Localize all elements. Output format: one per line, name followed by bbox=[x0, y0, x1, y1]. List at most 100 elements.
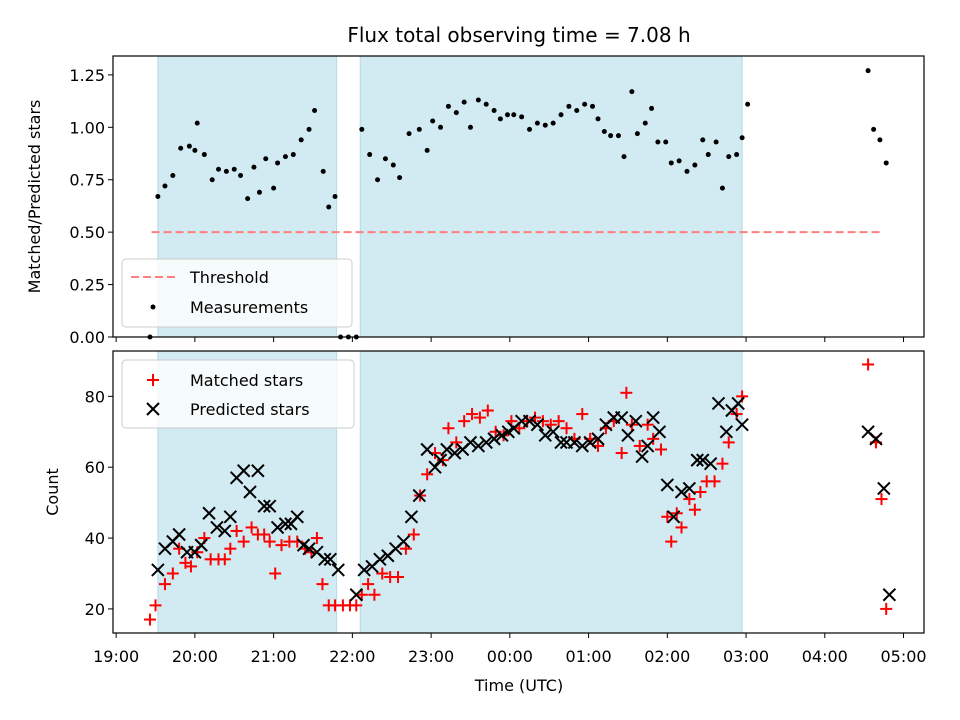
measurement-point bbox=[883, 160, 889, 166]
measurement-point bbox=[416, 126, 422, 132]
top-legend-box bbox=[121, 258, 353, 328]
bottom-y-tick-label: 20 bbox=[85, 600, 105, 619]
measurement-point bbox=[642, 120, 648, 126]
measurement-point bbox=[216, 166, 222, 172]
bottom-y-tick-label: 80 bbox=[85, 387, 105, 406]
bottom-y-tick-label: 60 bbox=[85, 458, 105, 477]
matched-star-point bbox=[688, 503, 701, 516]
predicted-star-point bbox=[635, 449, 649, 464]
predicted-star-point bbox=[703, 456, 718, 471]
top-y-tick-label: 1.00 bbox=[69, 118, 105, 137]
measurement-point bbox=[223, 168, 229, 174]
measurement-point bbox=[491, 108, 497, 114]
matched-star-point bbox=[675, 521, 688, 534]
measurement-point bbox=[527, 126, 533, 132]
predicted-star-point bbox=[420, 442, 434, 457]
measurement-point bbox=[615, 133, 621, 139]
measurement-point bbox=[739, 135, 745, 141]
predicted-star-point bbox=[396, 534, 411, 549]
predicted-star-point bbox=[471, 439, 486, 453]
matched-star-point bbox=[683, 493, 696, 506]
predicted-star-point bbox=[236, 464, 251, 478]
matched-legend-label: Matched stars bbox=[190, 371, 303, 390]
matched-star-point bbox=[665, 535, 678, 548]
predicted-star-point bbox=[877, 481, 891, 496]
measurements-legend-marker bbox=[150, 304, 156, 310]
matched-star-point bbox=[230, 524, 243, 537]
matched-star-point bbox=[184, 560, 197, 573]
predicted-star-point bbox=[373, 552, 387, 567]
matched-star-point bbox=[362, 578, 375, 591]
top-axes-frame bbox=[112, 55, 925, 338]
measurement-point bbox=[390, 162, 396, 168]
top-observing-span-2 bbox=[359, 55, 743, 338]
predicted-star-point bbox=[629, 414, 643, 428]
measurement-point bbox=[271, 185, 277, 191]
matched-star-point bbox=[421, 468, 434, 481]
matched-star-point bbox=[218, 553, 231, 566]
predicted-star-point bbox=[538, 428, 552, 443]
predicted-star-point bbox=[448, 446, 462, 460]
measurement-point bbox=[700, 137, 706, 143]
x-tick-label: 23:00 bbox=[408, 647, 454, 666]
predicted-star-point bbox=[357, 563, 371, 577]
predicted-legend-label: Predicted stars bbox=[190, 400, 310, 419]
matched-star-point bbox=[144, 613, 157, 626]
bottom-legend-box bbox=[121, 359, 355, 429]
measurement-point bbox=[745, 101, 751, 107]
measurement-point bbox=[231, 166, 237, 172]
measurement-point bbox=[170, 173, 176, 179]
bottom-legend: Matched stars Predicted stars bbox=[121, 359, 355, 429]
matched-star-point bbox=[350, 599, 363, 612]
measurement-point bbox=[684, 168, 690, 174]
measurement-point bbox=[629, 89, 635, 95]
measurement-point bbox=[251, 164, 257, 170]
predicted-star-point bbox=[640, 439, 655, 453]
predicted-star-point bbox=[257, 499, 271, 513]
matched-star-point bbox=[158, 578, 171, 591]
predicted-star-point bbox=[682, 481, 697, 496]
matched-star-point bbox=[466, 408, 479, 421]
measurement-point bbox=[430, 118, 436, 124]
predicted-star-point bbox=[218, 524, 232, 538]
matched-star-point bbox=[436, 454, 449, 467]
measurement-point bbox=[663, 139, 669, 145]
matched-star-point bbox=[258, 528, 271, 541]
predicted-star-point bbox=[554, 435, 568, 450]
matched-star-point bbox=[552, 415, 565, 428]
predicted-star-point bbox=[546, 425, 560, 439]
matched-star-point bbox=[576, 408, 589, 421]
measurement-point bbox=[497, 116, 503, 122]
predicted-star-point bbox=[646, 410, 660, 425]
predicted-star-point bbox=[711, 396, 726, 411]
matched-star-point bbox=[310, 532, 323, 545]
predicted-star-point bbox=[666, 510, 681, 524]
matched-star-point bbox=[442, 422, 455, 435]
matched-star-point bbox=[536, 415, 549, 428]
matched-star-point bbox=[368, 588, 381, 601]
matched-legend-marker bbox=[147, 374, 159, 386]
predicted-star-point bbox=[583, 435, 597, 450]
measurement-point bbox=[245, 196, 251, 202]
matched-star-point bbox=[450, 436, 463, 449]
predicted-star-point bbox=[302, 541, 316, 556]
predicted-star-point bbox=[194, 538, 208, 552]
measurement-point bbox=[256, 189, 262, 195]
measurement-point bbox=[162, 183, 168, 189]
chart-title: Flux total observing time = 7.08 h bbox=[347, 23, 690, 47]
measurement-point bbox=[192, 147, 198, 153]
measurement-point bbox=[542, 122, 548, 128]
measurement-point bbox=[483, 101, 489, 107]
bottom-axes-frame bbox=[112, 350, 925, 634]
predicted-star-point bbox=[278, 517, 293, 531]
predicted-star-point bbox=[262, 499, 277, 513]
predicted-star-point bbox=[522, 414, 537, 428]
top-axes-panel: 0.00 0.25 0.50 0.75 1.00 1.25 Matched/Predict… bbox=[25, 55, 925, 347]
matched-star-point bbox=[521, 415, 534, 428]
predicted-star-point bbox=[428, 460, 442, 474]
matched-star-point bbox=[166, 567, 179, 580]
measurement-point bbox=[601, 128, 607, 134]
predicted-star-point bbox=[440, 442, 454, 457]
predicted-star-point bbox=[243, 485, 257, 499]
